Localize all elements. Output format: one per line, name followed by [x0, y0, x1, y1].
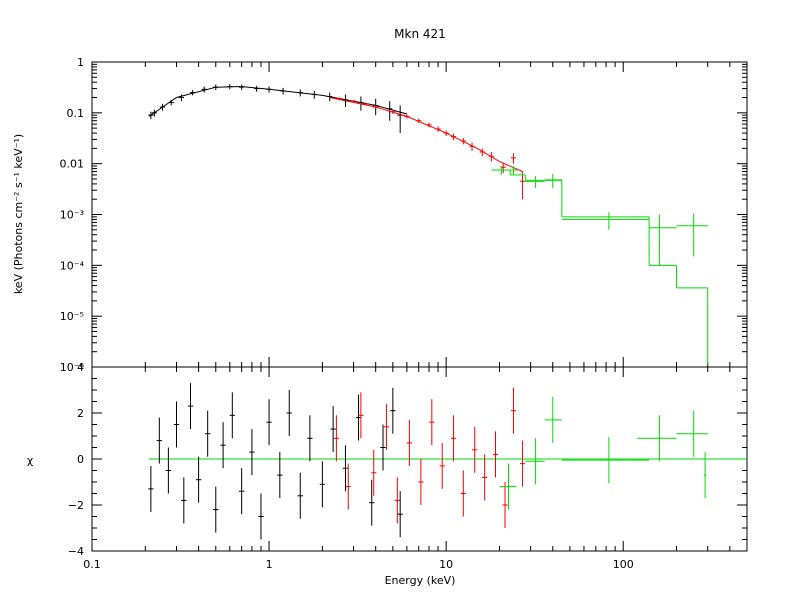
y-tick-label: 10⁻³ [60, 209, 84, 222]
y-tick-label: 10⁻⁵ [60, 310, 84, 323]
spectrum-y-axis-label: keV (Photons cm⁻² s⁻¹ keV⁻¹) [12, 134, 25, 294]
y-tick-label: −4 [68, 545, 84, 558]
x-tick-label: 1 [266, 558, 273, 571]
model-curve [329, 97, 523, 172]
y-tick-label: 10⁻⁶ [60, 361, 85, 374]
y-tick-label: −2 [68, 499, 84, 512]
y-tick-label: 0.01 [60, 158, 85, 171]
y-tick-label: 1 [77, 56, 84, 69]
y-tick-label: 10⁻⁴ [60, 259, 85, 272]
residuals-panel: −4 −2 0 2 4 χ [27, 361, 748, 558]
y-tick-label: 2 [77, 407, 84, 420]
y-tick-label: 0.1 [67, 107, 85, 120]
residuals-y-axis-label: χ [27, 454, 34, 467]
x-tick-label: 100 [613, 558, 634, 571]
y-tick-label: 0 [77, 453, 84, 466]
x-axis-label: Energy (keV) [385, 574, 456, 587]
x-tick-label: 10 [439, 558, 453, 571]
y-tick-label: 4 [77, 361, 84, 374]
model-curve [148, 85, 408, 117]
chart-title: Mkn 421 [394, 27, 446, 41]
spectrum-frame [91, 61, 748, 368]
x-tick-label: 0.1 [83, 558, 101, 571]
spectrum-panel: 1 0.1 0.01 10⁻³ 10⁻⁴ 10⁻⁵ 10⁻⁶ keV (Photons cm… [12, 56, 748, 374]
